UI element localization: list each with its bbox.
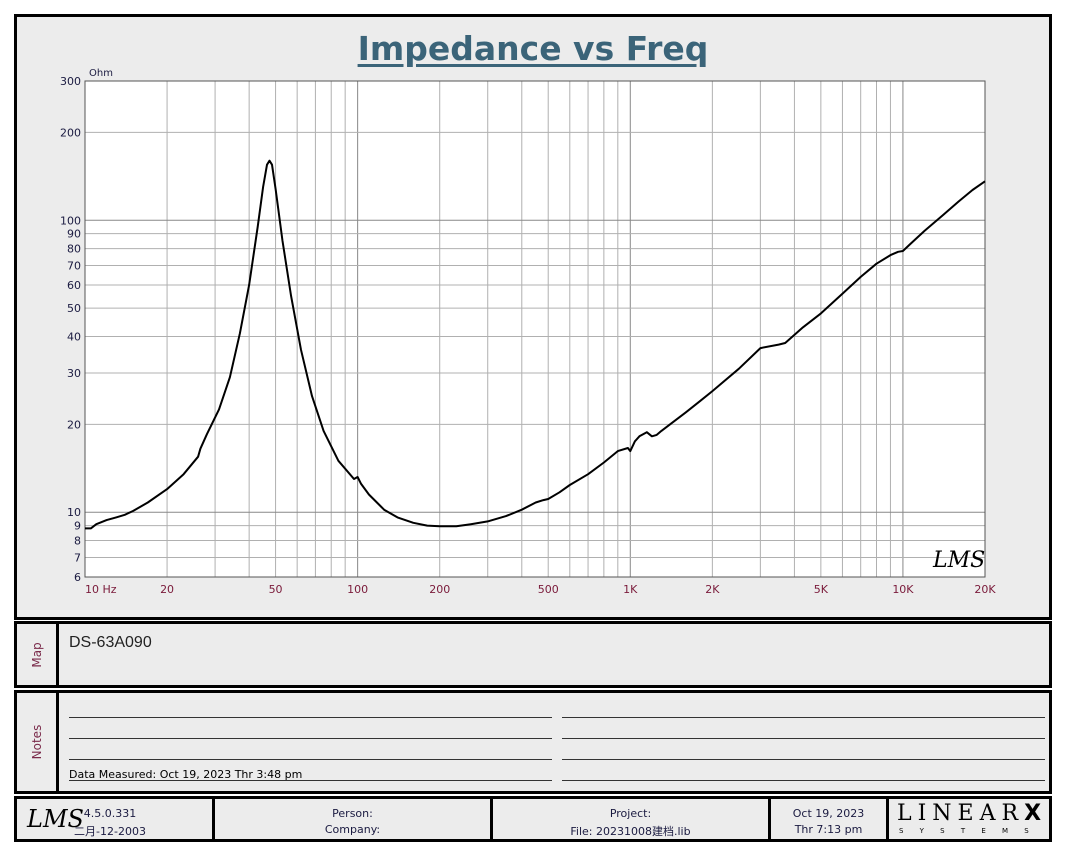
map-tab: Map <box>17 624 59 685</box>
y-tick-label: 300 <box>60 75 81 88</box>
note-line <box>69 780 552 781</box>
person-label: Person: <box>332 807 373 820</box>
y-tick-label: 7 <box>74 551 81 564</box>
version-text: 4.5.0.331 <box>83 807 137 820</box>
y-tick-label: 200 <box>60 126 81 139</box>
note-line <box>69 717 552 718</box>
y-tick-label: 60 <box>67 279 81 292</box>
company-label: Company: <box>324 823 381 836</box>
map-panel: Map DS-63A090 <box>14 621 1052 688</box>
x-tick-label: 500 <box>538 583 559 596</box>
brand-subtitle: S Y S T E M S <box>899 827 1036 835</box>
x-tick-label: 10 Hz <box>85 583 117 596</box>
plot-frame <box>84 80 986 578</box>
build-date-text: 二月-12-2003 <box>74 825 146 838</box>
notes-panel: Notes Data Measured: Oct 19, 2023 Thr 3:… <box>14 690 1052 794</box>
x-tick-label: 20 <box>160 583 174 596</box>
x-tick-label: 2K <box>705 583 720 596</box>
lms-watermark-logo: LMS <box>932 548 985 573</box>
y-tick-label: 10 <box>67 506 81 519</box>
y-tick-label: 100 <box>60 214 81 227</box>
plot-background <box>85 81 985 577</box>
time-text: Thr 7:13 pm <box>794 823 863 836</box>
note-line <box>69 759 552 760</box>
x-tick-label: 200 <box>429 583 450 596</box>
x-tick-label: 20K <box>974 583 996 596</box>
chart-panel: Impedance vs Freq 10 Hz 20 50 100 200 500 1K 2K… <box>14 14 1052 620</box>
footer-person-cell: Person: Company: <box>215 799 493 839</box>
footer-date-cell: Oct 19, 2023 Thr 7:13 pm <box>771 799 889 839</box>
note-line <box>562 759 1045 760</box>
y-tick-label: 80 <box>67 243 81 256</box>
y-tick-label: 40 <box>67 330 81 343</box>
brand-x: X <box>1024 801 1048 826</box>
note-line <box>562 717 1045 718</box>
x-tick-label: 50 <box>269 583 283 596</box>
model-name: DS-63A090 <box>69 634 152 651</box>
notes-tab: Notes <box>17 693 59 791</box>
project-label: Project: <box>609 807 652 820</box>
notes-label: Notes <box>29 724 44 760</box>
y-tick-label: 9 <box>74 520 81 533</box>
chart-title: Impedance vs Freq <box>357 29 709 68</box>
date-text: Oct 19, 2023 <box>792 807 865 820</box>
footer-brand-cell: LINEARX S Y S T E M S <box>889 799 1049 839</box>
linearx-brand: LINEARX <box>897 801 1047 826</box>
y-tick-label: 70 <box>67 260 81 273</box>
note-line <box>69 738 552 739</box>
note-line <box>562 780 1045 781</box>
x-tick-label: 1K <box>623 583 638 596</box>
brand-text: LINEAR <box>897 801 1025 826</box>
footer-project-cell: Project: File: 20231008建档.lib <box>493 799 771 839</box>
y-tick-label: 6 <box>74 571 81 584</box>
y-tick-label: 8 <box>74 535 81 548</box>
x-tick-label: 10K <box>892 583 914 596</box>
data-measured: Data Measured: Oct 19, 2023 Thr 3:48 pm <box>69 768 303 781</box>
impedance-plot: 10 Hz 20 50 100 200 500 1K 2K 5K 10K 20K 6 7 8 910 20 30… <box>60 68 996 596</box>
footer-panel: LMS 4.5.0.331 二月-12-2003 Person: Company… <box>14 796 1052 842</box>
x-tick-label: 100 <box>347 583 368 596</box>
y-tick-label: 90 <box>67 228 81 241</box>
lms-logo: LMS <box>27 805 84 833</box>
file-label: File: 20231008建档.lib <box>570 825 691 838</box>
y-axis-label: Ohm <box>89 68 113 79</box>
y-tick-label: 30 <box>67 367 81 380</box>
map-label: Map <box>29 641 44 668</box>
impedance-curve <box>85 159 986 530</box>
footer-version-cell: LMS 4.5.0.331 二月-12-2003 <box>17 799 215 839</box>
y-tick-label: 20 <box>67 418 81 431</box>
note-line <box>562 738 1045 739</box>
x-tick-label: 5K <box>814 583 829 596</box>
y-tick-label: 50 <box>67 302 81 315</box>
